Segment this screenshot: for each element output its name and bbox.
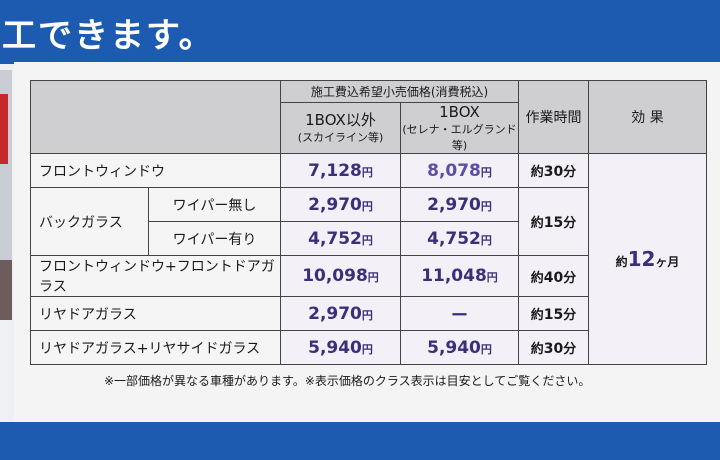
- work-time-cell: 約40分: [518, 255, 589, 297]
- table-row: バックガラス ワイパー無し 2,970円 2,970円 約15分: [30, 187, 707, 256]
- time-value: 30: [543, 164, 564, 180]
- row-label: フロントウィンドウ+フロントドアガラス: [30, 255, 281, 297]
- price-value: 4,752: [427, 228, 481, 249]
- price-value: 11,048: [421, 266, 487, 286]
- work-time-cell: 約30分: [518, 330, 589, 365]
- red-accent: [0, 94, 8, 164]
- yen-unit: 円: [361, 165, 373, 179]
- work-time-cell: 約15分: [518, 187, 589, 256]
- time-value: 30: [543, 341, 564, 357]
- row-sublabel: ワイパー有り: [148, 221, 281, 256]
- row-label: フロントウィンドウ: [30, 153, 281, 188]
- price-value: 8,078: [427, 160, 481, 181]
- gray-accent: [0, 260, 12, 320]
- effect-unit: ヶ月: [655, 255, 680, 269]
- effect-header: 効 果: [588, 80, 707, 154]
- price-cell-other: 4,752円: [280, 221, 401, 256]
- footer-band: [0, 422, 720, 460]
- yen-unit: 円: [486, 271, 498, 284]
- effect-value: 12: [627, 247, 656, 271]
- col-non-1box-note: (スカイライン等): [297, 131, 384, 144]
- yen-unit: 円: [480, 233, 492, 247]
- approx-prefix: 約: [530, 342, 544, 357]
- yen-unit: 円: [367, 271, 379, 284]
- table-row: リヤドアガラス+リヤサイドガラス 5,940円 5,940円 約30分: [30, 330, 707, 365]
- time-unit: 分: [563, 308, 577, 323]
- row-sublabel: ワイパー無し: [148, 187, 281, 222]
- time-unit: 分: [563, 342, 577, 357]
- price-value: 2,970: [308, 303, 362, 324]
- corner-header-cell: [30, 80, 281, 154]
- yen-unit: 円: [480, 165, 492, 179]
- price-cell-other: 5,940円: [280, 330, 401, 365]
- time-unit: 分: [563, 216, 577, 231]
- left-edge-strip: [0, 70, 12, 320]
- col-1box-note: (セレナ・エルグランド等): [402, 123, 517, 152]
- row-label-back-glass: バックガラス: [30, 187, 149, 256]
- approx-prefix: 約: [530, 270, 544, 286]
- price-cell-other: 10,098円: [280, 255, 401, 297]
- not-available-dash: ー: [451, 306, 468, 326]
- col-non-1box-title: 1BOX以外: [305, 111, 376, 129]
- table-row: ワイパー有り 4,752円 4,752円: [31, 221, 707, 256]
- row-label: リヤドアガラス: [30, 296, 281, 331]
- yen-unit: 円: [480, 199, 492, 213]
- col-non-1box-header: 1BOX以外 (スカイライン等): [280, 102, 401, 154]
- time-unit: 分: [563, 165, 577, 180]
- price-value: 5,940: [308, 337, 362, 358]
- price-value: 10,098: [302, 266, 368, 286]
- table-row: フロントウィンドウ 7,128円 8,078円 約30分 約12ヶ月: [30, 153, 707, 365]
- footnote: ※一部価格が異なる車種があります。※表示価格のクラス表示は目安としてご覧ください…: [104, 374, 591, 388]
- col-1box-header: 1BOX (セレナ・エルグランド等): [400, 102, 519, 154]
- price-cell-1box: 5,940円: [400, 330, 519, 365]
- yen-unit: 円: [361, 342, 373, 356]
- price-value: 7,128: [308, 160, 362, 181]
- price-cell-1box: 4,752円: [400, 221, 519, 256]
- yen-unit: 円: [361, 233, 373, 247]
- time-value: 40: [543, 269, 564, 286]
- price-value: 2,970: [427, 194, 481, 215]
- approx-prefix: 約: [530, 165, 544, 180]
- effect-prefix: 約: [615, 255, 628, 269]
- price-cell-other: 7,128円: [280, 153, 401, 188]
- approx-prefix: 約: [530, 216, 544, 231]
- row-label: リヤドアガラス+リヤサイドガラス: [30, 330, 281, 365]
- yen-unit: 円: [361, 199, 373, 213]
- price-cell-other: 2,970円: [280, 187, 401, 222]
- work-time-header: 作業時間: [518, 80, 589, 154]
- table-row: フロントウィンドウ+フロントドアガラス 10,098円 11,048円 約40分: [30, 255, 707, 297]
- time-unit: 分: [563, 270, 577, 286]
- price-cell-1box: 11,048円: [400, 255, 519, 297]
- time-value: 15: [543, 215, 564, 231]
- headline: 工できます。: [2, 16, 215, 56]
- work-time-cell: 約15分: [518, 296, 589, 331]
- table-row: リヤドアガラス 2,970円 ー 約15分: [30, 296, 707, 331]
- work-time-cell: 約30分: [518, 153, 589, 188]
- time-value: 15: [543, 307, 564, 323]
- col-1box-title: 1BOX: [439, 103, 480, 121]
- effect-cell: 約12ヶ月: [588, 153, 707, 365]
- header-band: [0, 0, 720, 64]
- price-cell-other: 2,970円: [280, 296, 401, 331]
- yen-unit: 円: [480, 342, 492, 356]
- price-cell-1box: 2,970円: [400, 187, 519, 222]
- price-value: 4,752: [308, 228, 362, 249]
- price-value: 5,940: [427, 337, 481, 358]
- price-group-header: 施工費込希望小売価格(消費税込): [280, 80, 519, 103]
- price-cell-1box: 8,078円: [400, 153, 519, 188]
- price-cell-1box: ー: [400, 296, 519, 331]
- yen-unit: 円: [361, 308, 373, 322]
- approx-prefix: 約: [530, 308, 544, 323]
- price-table: 施工費込希望小売価格(消費税込) 作業時間 効 果 1BOX以外 (スカイライン…: [30, 80, 707, 365]
- price-value: 2,970: [308, 194, 362, 215]
